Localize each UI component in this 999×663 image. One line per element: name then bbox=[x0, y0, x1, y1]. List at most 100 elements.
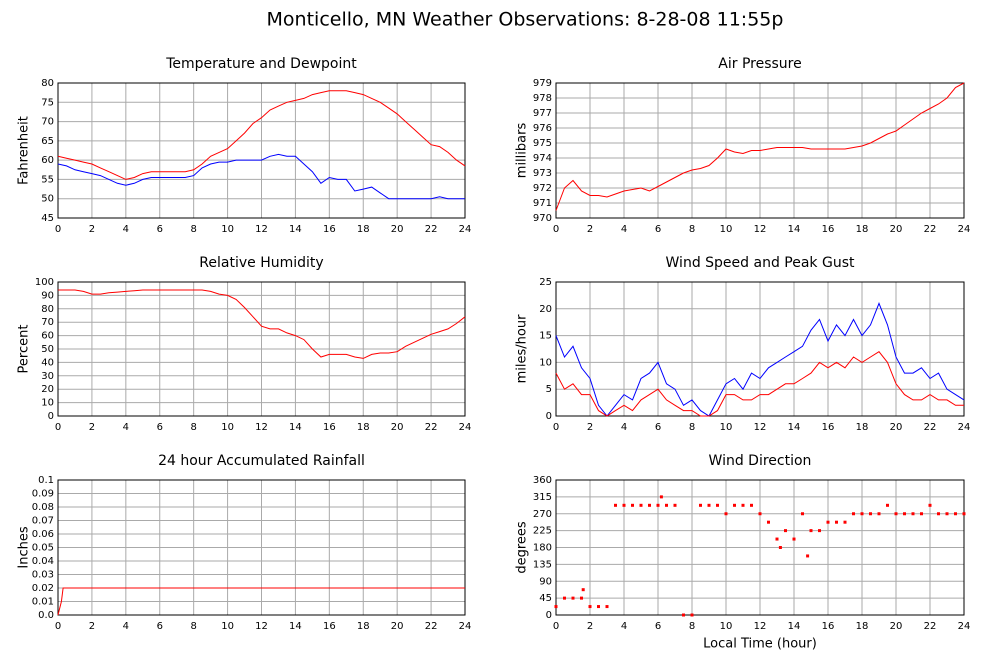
x-tick-label: 24 bbox=[958, 422, 971, 433]
y-axis-label: Percent bbox=[17, 325, 32, 374]
y-tick-label: 977 bbox=[533, 108, 552, 119]
x-tick-label: 22 bbox=[924, 224, 937, 235]
y-tick-label: 45 bbox=[41, 213, 54, 224]
data-point bbox=[690, 613, 694, 617]
x-tick-label: 12 bbox=[255, 621, 268, 632]
x-tick-label: 12 bbox=[754, 422, 767, 433]
x-tick-label: 12 bbox=[754, 621, 767, 632]
y-tick-label: 20 bbox=[539, 304, 552, 315]
x-tick-label: 8 bbox=[190, 224, 196, 235]
data-point bbox=[911, 512, 915, 516]
y-tick-label: 65 bbox=[41, 136, 54, 147]
y-tick-label: 972 bbox=[533, 183, 552, 194]
y-tick-label: 0.04 bbox=[32, 556, 54, 567]
data-point bbox=[758, 512, 762, 516]
data-point bbox=[631, 503, 634, 507]
x-tick-label: 8 bbox=[190, 621, 196, 632]
y-tick-label: 15 bbox=[539, 331, 552, 342]
data-point bbox=[605, 605, 609, 609]
data-point bbox=[792, 537, 796, 541]
x-tick-label: 20 bbox=[391, 422, 404, 433]
x-tick-label: 4 bbox=[123, 224, 129, 235]
y-tick-label: 20 bbox=[41, 384, 54, 395]
plot-frame bbox=[555, 281, 965, 417]
data-line bbox=[555, 82, 965, 211]
y-tick-label: 180 bbox=[533, 543, 552, 554]
y-tick-label: 978 bbox=[533, 93, 552, 104]
y-tick-label: 40 bbox=[41, 357, 54, 368]
data-line bbox=[555, 351, 964, 417]
x-axis-label: Local Time (hour) bbox=[703, 637, 817, 652]
x-tick-label: 16 bbox=[822, 224, 835, 235]
data-point bbox=[843, 520, 847, 524]
y-tick-label: 0.06 bbox=[32, 529, 54, 540]
y-tick-label: 80 bbox=[41, 78, 54, 89]
x-tick-label: 20 bbox=[890, 224, 903, 235]
data-point bbox=[597, 605, 600, 609]
data-point bbox=[682, 613, 685, 617]
y-tick-label: 973 bbox=[533, 168, 552, 179]
data-point bbox=[903, 512, 906, 516]
x-tick-label: 8 bbox=[689, 621, 695, 632]
y-tick-label: 0.03 bbox=[32, 570, 54, 581]
x-tick-label: 2 bbox=[89, 224, 95, 235]
y-tick-label: 0.05 bbox=[32, 543, 54, 554]
y-axis-label: Inches bbox=[17, 526, 32, 568]
data-point bbox=[860, 512, 864, 516]
data-point bbox=[962, 512, 966, 516]
y-tick-label: 90 bbox=[41, 290, 54, 301]
x-tick-label: 16 bbox=[822, 621, 835, 632]
y-tick-label: 0.01 bbox=[32, 597, 54, 608]
data-point bbox=[835, 520, 838, 524]
x-tick-label: 0 bbox=[553, 621, 559, 632]
x-tick-label: 4 bbox=[123, 422, 129, 433]
chart-title: Air Pressure bbox=[718, 56, 801, 72]
x-tick-label: 10 bbox=[720, 224, 733, 235]
x-tick-label: 22 bbox=[924, 621, 937, 632]
page-title: Monticello, MN Weather Observations: 8-2… bbox=[267, 9, 784, 31]
x-tick-label: 22 bbox=[425, 621, 438, 632]
x-tick-label: 6 bbox=[157, 422, 163, 433]
y-tick-label: 60 bbox=[41, 155, 54, 166]
data-point bbox=[580, 596, 583, 600]
y-tick-label: 90 bbox=[539, 576, 552, 587]
x-tick-label: 8 bbox=[689, 224, 695, 235]
y-tick-label: 970 bbox=[533, 213, 552, 224]
x-tick-label: 6 bbox=[157, 621, 163, 632]
y-tick-label: 30 bbox=[41, 371, 54, 382]
data-point bbox=[707, 503, 711, 507]
x-tick-label: 18 bbox=[856, 621, 869, 632]
data-point bbox=[639, 503, 643, 507]
data-point bbox=[665, 503, 668, 507]
y-tick-label: 0.07 bbox=[32, 516, 54, 527]
y-tick-label: 135 bbox=[533, 559, 552, 570]
data-point bbox=[724, 512, 728, 516]
x-tick-label: 0 bbox=[553, 224, 559, 235]
y-axis-label: Fahrenheit bbox=[17, 116, 32, 185]
x-tick-label: 10 bbox=[221, 621, 234, 632]
x-tick-label: 10 bbox=[720, 621, 733, 632]
x-tick-label: 16 bbox=[323, 621, 336, 632]
plot-frame bbox=[555, 82, 965, 219]
data-point bbox=[852, 512, 855, 516]
x-tick-label: 18 bbox=[856, 422, 869, 433]
x-tick-label: 20 bbox=[890, 422, 903, 433]
data-point bbox=[581, 588, 585, 592]
y-tick-label: 0 bbox=[48, 411, 54, 422]
x-tick-label: 14 bbox=[788, 422, 801, 433]
data-point bbox=[673, 503, 677, 507]
data-point bbox=[571, 596, 575, 600]
y-tick-label: 25 bbox=[539, 277, 552, 288]
y-tick-label: 0 bbox=[546, 411, 552, 422]
y-tick-label: 270 bbox=[533, 509, 552, 520]
x-tick-label: 20 bbox=[391, 621, 404, 632]
x-tick-label: 18 bbox=[357, 422, 370, 433]
x-tick-label: 22 bbox=[425, 422, 438, 433]
plot-frame bbox=[555, 479, 965, 616]
y-tick-label: 60 bbox=[41, 331, 54, 342]
x-tick-label: 12 bbox=[754, 224, 767, 235]
data-point bbox=[806, 554, 810, 558]
y-axis-label: miles/hour bbox=[515, 314, 530, 383]
x-tick-label: 4 bbox=[621, 224, 627, 235]
data-point bbox=[894, 512, 898, 516]
